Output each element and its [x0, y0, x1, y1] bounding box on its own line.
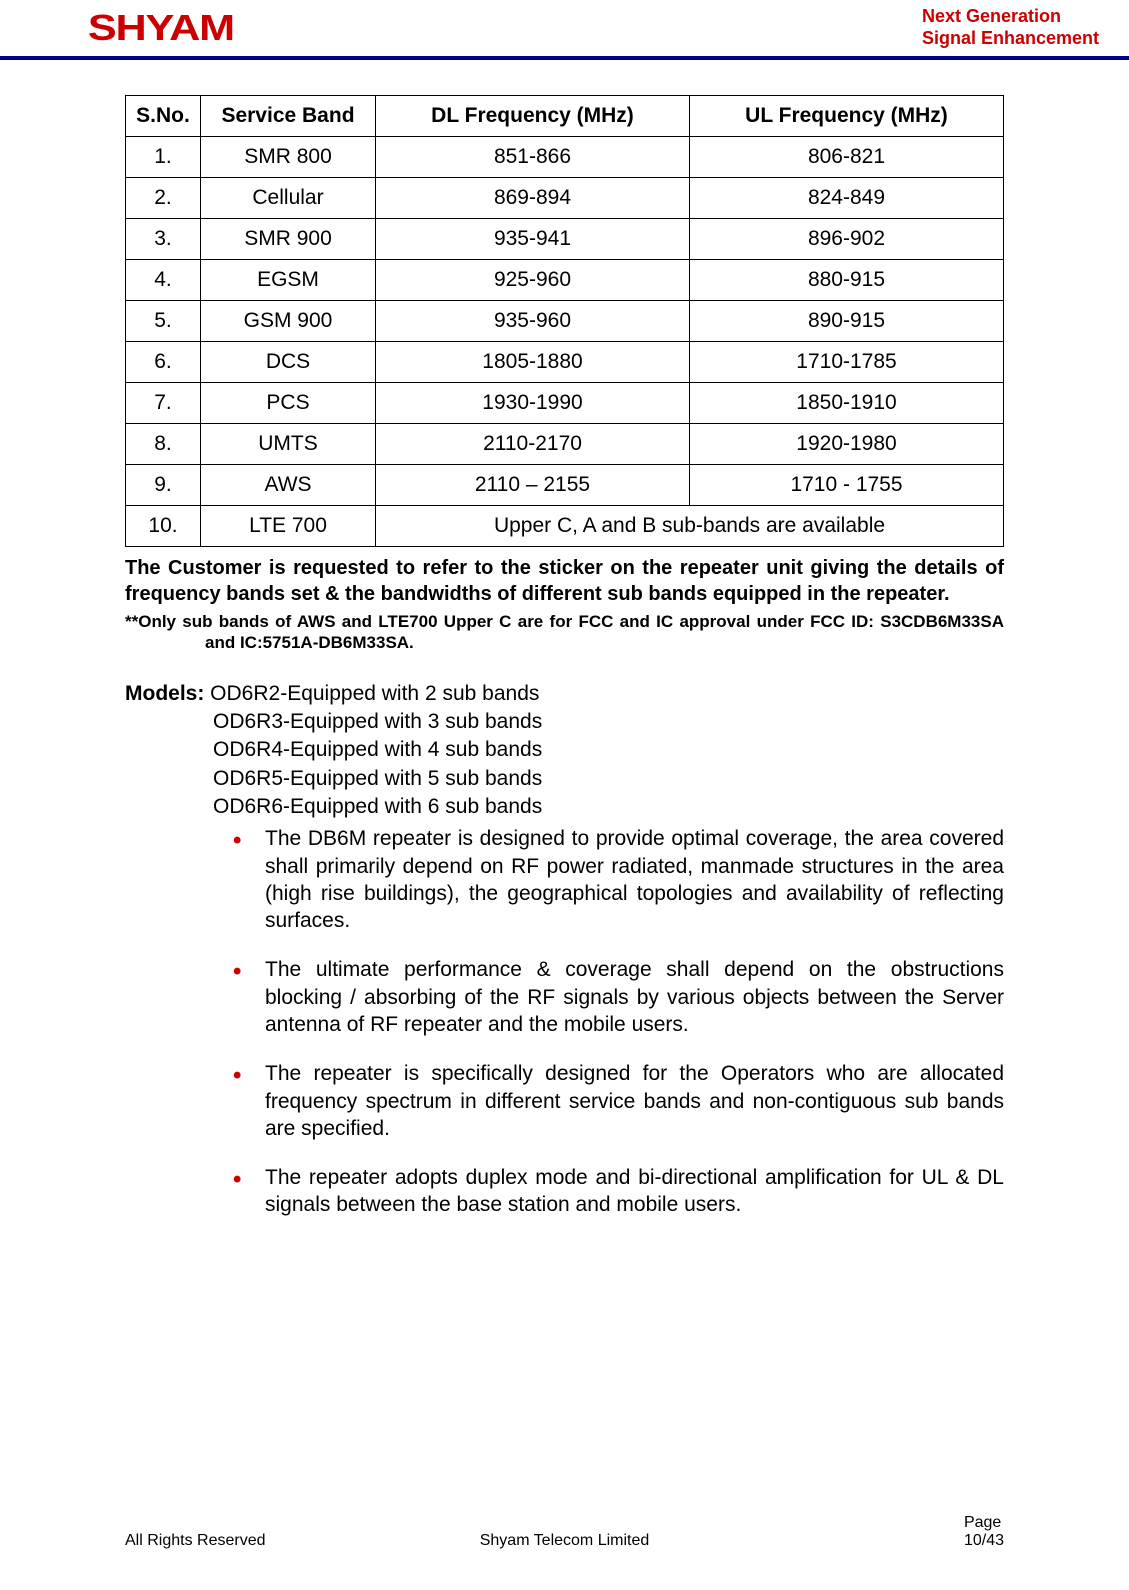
- model-line: Models: OD6R2-Equipped with 2 sub bands: [125, 680, 1004, 708]
- table-cell: 1850-1910: [690, 383, 1004, 424]
- table-row: 9.AWS2110 – 21551710 - 1755: [126, 465, 1004, 506]
- table-cell: 1710-1785: [690, 342, 1004, 383]
- model-text: OD6R2-Equipped with 2 sub bands: [210, 682, 539, 705]
- model-line: OD6R4-Equipped with 4 sub bands: [125, 736, 1004, 764]
- footer-page-value: 10/43: [964, 1532, 1004, 1550]
- table-cell: AWS: [201, 465, 376, 506]
- model-line: OD6R3-Equipped with 3 sub bands: [125, 708, 1004, 736]
- table-cell: 5.: [126, 301, 201, 342]
- table-cell: 896-902: [690, 219, 1004, 260]
- table-cell: 890-915: [690, 301, 1004, 342]
- table-row: 10.LTE 700Upper C, A and B sub-bands are…: [126, 506, 1004, 547]
- table-cell: 7.: [126, 383, 201, 424]
- table-cell: GSM 900: [201, 301, 376, 342]
- table-row: 6.DCS1805-18801710-1785: [126, 342, 1004, 383]
- model-text: OD6R3-Equipped with 3 sub bands: [213, 710, 542, 733]
- table-cell: 851-866: [376, 137, 690, 178]
- table-row: 4.EGSM925-960880-915: [126, 260, 1004, 301]
- model-line: OD6R5-Equipped with 5 sub bands: [125, 765, 1004, 793]
- table-cell: 869-894: [376, 178, 690, 219]
- bullet-item: The ultimate performance & coverage shal…: [233, 956, 1004, 1038]
- table-cell: UMTS: [201, 424, 376, 465]
- table-cell: 3.: [126, 219, 201, 260]
- model-text: OD6R4-Equipped with 4 sub bands: [213, 738, 542, 761]
- page-footer: All Rights Reserved Shyam Telecom Limite…: [125, 1514, 1004, 1550]
- table-cell: LTE 700: [201, 506, 376, 547]
- models-section: Models: OD6R2-Equipped with 2 sub bandsO…: [125, 680, 1004, 1219]
- table-cell: 806-821: [690, 137, 1004, 178]
- frequency-table: S.No. Service Band DL Frequency (MHz) UL…: [125, 95, 1004, 547]
- table-header-row: S.No. Service Band DL Frequency (MHz) UL…: [126, 96, 1004, 137]
- table-row: 3.SMR 900935-941896-902: [126, 219, 1004, 260]
- bullet-item: The repeater adopts duplex mode and bi-d…: [233, 1164, 1004, 1219]
- model-text: OD6R5-Equipped with 5 sub bands: [213, 767, 542, 790]
- footer-left: All Rights Reserved: [125, 1532, 266, 1550]
- table-cell: EGSM: [201, 260, 376, 301]
- table-cell: 2110-2170: [376, 424, 690, 465]
- tagline-line2: Signal Enhancement: [922, 28, 1099, 50]
- table-cell: 10.: [126, 506, 201, 547]
- table-cell: 2110 – 2155: [376, 465, 690, 506]
- model-text: OD6R6-Equipped with 6 sub bands: [213, 795, 542, 818]
- footer-page-label: Page: [964, 1514, 1004, 1532]
- table-row: 7.PCS1930-19901850-1910: [126, 383, 1004, 424]
- table-row: 2.Cellular869-894824-849: [126, 178, 1004, 219]
- table-cell: SMR 800: [201, 137, 376, 178]
- bullet-item: The repeater is specifically designed fo…: [233, 1060, 1004, 1142]
- table-cell: PCS: [201, 383, 376, 424]
- logo-text: SHYAM: [88, 7, 234, 49]
- col-service-band: Service Band: [201, 96, 376, 137]
- table-cell: 8.: [126, 424, 201, 465]
- tagline: Next Generation Signal Enhancement: [922, 6, 1099, 49]
- page-header: SHYAM Next Generation Signal Enhancement: [0, 0, 1129, 60]
- footer-right: Page 10/43: [964, 1514, 1004, 1550]
- table-cell: 1.: [126, 137, 201, 178]
- table-cell: 1710 - 1755: [690, 465, 1004, 506]
- table-row: 8.UMTS2110-21701920-1980: [126, 424, 1004, 465]
- table-cell: 2.: [126, 178, 201, 219]
- bullets-list: The DB6M repeater is designed to provide…: [125, 825, 1004, 1219]
- tagline-line1: Next Generation: [922, 6, 1099, 28]
- col-sno: S.No.: [126, 96, 201, 137]
- table-cell: 1805-1880: [376, 342, 690, 383]
- col-dl-freq: DL Frequency (MHz): [376, 96, 690, 137]
- bullet-item: The DB6M repeater is designed to provide…: [233, 825, 1004, 934]
- table-cell: 6.: [126, 342, 201, 383]
- page-content: S.No. Service Band DL Frequency (MHz) UL…: [0, 60, 1129, 1219]
- table-cell: 824-849: [690, 178, 1004, 219]
- model-line: OD6R6-Equipped with 6 sub bands: [125, 793, 1004, 821]
- table-row: 5.GSM 900935-960890-915: [126, 301, 1004, 342]
- table-cell: Upper C, A and B sub-bands are available: [376, 506, 1004, 547]
- table-cell: 880-915: [690, 260, 1004, 301]
- table-cell: 1920-1980: [690, 424, 1004, 465]
- table-cell: Cellular: [201, 178, 376, 219]
- table-cell: 935-960: [376, 301, 690, 342]
- col-ul-freq: UL Frequency (MHz): [690, 96, 1004, 137]
- table-cell: 1930-1990: [376, 383, 690, 424]
- logo: SHYAM: [100, 7, 222, 49]
- table-cell: SMR 900: [201, 219, 376, 260]
- table-cell: 925-960: [376, 260, 690, 301]
- table-cell: 4.: [126, 260, 201, 301]
- table-row: 1.SMR 800851-866806-821: [126, 137, 1004, 178]
- footnote: **Only sub bands of AWS and LTE700 Upper…: [125, 611, 1004, 654]
- table-cell: DCS: [201, 342, 376, 383]
- footer-center: Shyam Telecom Limited: [480, 1532, 650, 1550]
- models-label: Models:: [125, 682, 210, 705]
- customer-note: The Customer is requested to refer to th…: [125, 555, 1004, 607]
- table-cell: 9.: [126, 465, 201, 506]
- table-cell: 935-941: [376, 219, 690, 260]
